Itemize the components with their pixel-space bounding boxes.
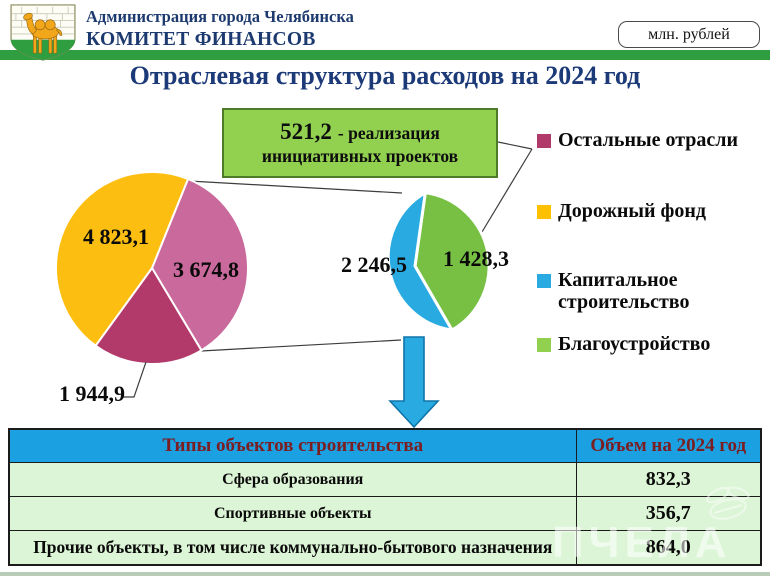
main-pie-slice-road-fund: [54, 171, 189, 347]
legend-swatch-construction: [537, 274, 551, 288]
legend-swatch-other: [537, 134, 551, 148]
table-row: Прочие объекты, в том числе коммунально-…: [8, 530, 762, 566]
bottom-strip: [0, 572, 770, 576]
construction-objects-table: Типы объектов строительства Объем на 202…: [8, 428, 762, 566]
callout-value: 521,2: [280, 118, 332, 144]
initiative-projects-callout: 521,2- реализация инициативных проектов: [222, 108, 498, 178]
legend-swatch-road-fund: [537, 205, 551, 219]
administration-line: Администрация города Челябинска: [86, 7, 354, 26]
row-misc-label: Прочие объекты, в том числе коммунально-…: [8, 530, 577, 566]
value-label-road-fund: 4 823,1: [83, 224, 149, 249]
connector-line-top: [188, 180, 403, 194]
legend-item-road-fund: Дорожный фонд: [537, 200, 763, 222]
legend-item-construction: Капитальное строительство: [537, 269, 763, 314]
page-title: Отраслевая структура расходов на 2024 го…: [129, 61, 641, 90]
legend-item-other: Остальные отрасли: [537, 129, 763, 151]
main-pie: [54, 171, 249, 365]
legend-item-landscaping: Благоустройство: [537, 333, 763, 355]
row-sport-value: 356,7: [575, 496, 762, 531]
leader-line-other: [121, 361, 147, 398]
table-row: Сфера образования 832,3: [8, 462, 762, 497]
callout-text: - реализация: [337, 122, 440, 143]
callout-pointer-line-2: [478, 148, 533, 238]
row-education-label: Сфера образования: [8, 462, 577, 497]
table-header-types: Типы объектов строительства: [8, 428, 577, 463]
secondary-pie-slice-construction: [386, 191, 454, 332]
units-badge-text: млн. рублей: [648, 25, 730, 43]
connector-line-bottom: [200, 339, 402, 352]
table-header-volume: Объем на 2024 год: [575, 428, 762, 463]
legend-label-construction: Капитальное строительство: [558, 269, 690, 314]
units-badge: млн. рублей: [618, 21, 760, 48]
chelyabinsk-coat-of-arms-icon: [10, 4, 76, 61]
secondary-pie: [386, 191, 491, 332]
legend-swatch-landscaping: [537, 338, 551, 352]
value-label-construction: 2 246,5: [341, 252, 407, 277]
callout-line2: инициативных проектов: [261, 146, 459, 167]
row-sport-label: Спортивные объекты: [8, 496, 577, 531]
row-misc-value: 864,0: [575, 530, 762, 566]
value-label-mixed: 3 674,8: [173, 257, 239, 282]
value-label-other: 1 944,9: [59, 381, 125, 406]
callout-line1: 521,2- реализация: [280, 118, 440, 147]
table-row: Спортивные объекты 356,7: [8, 496, 762, 531]
value-label-landscaping: 1 428,3: [443, 246, 509, 271]
table-header-row: Типы объектов строительства Объем на 202…: [8, 428, 762, 463]
committee-line: КОМИТЕТ ФИНАНСОВ: [86, 28, 316, 50]
row-education-value: 832,3: [575, 462, 762, 497]
legend-label-other: Остальные отрасли: [558, 129, 739, 151]
callout-pointer-line-1: [497, 141, 533, 150]
main-pie-slice-other: [94, 267, 203, 365]
header-divider-bar: [0, 50, 770, 60]
legend-label-landscaping: Благоустройство: [558, 333, 711, 355]
down-arrow: [388, 336, 440, 429]
organization-name: Администрация города Челябинска КОМИТЕТ …: [86, 7, 354, 52]
legend-label-road-fund: Дорожный фонд: [558, 200, 707, 222]
